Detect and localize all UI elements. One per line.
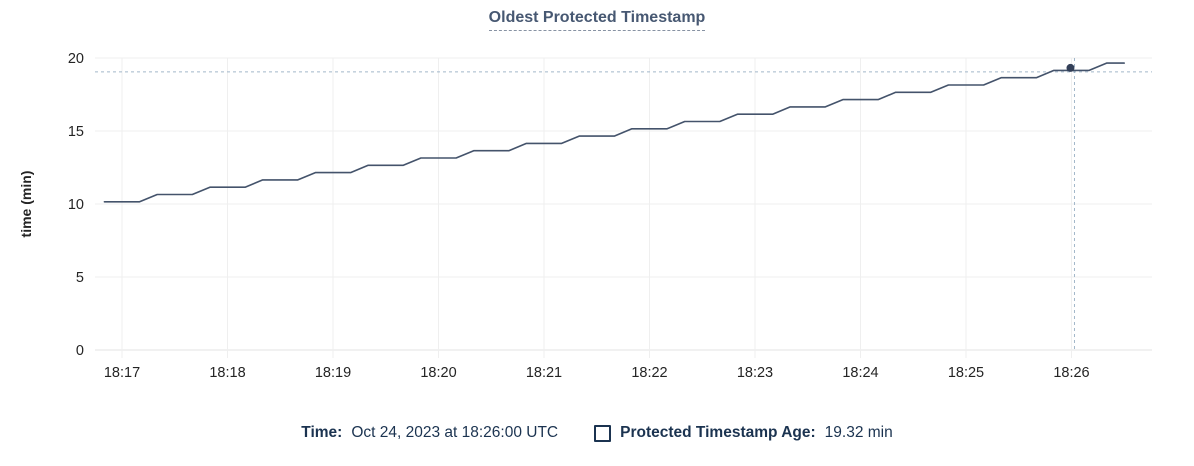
y-axis-label: time (min)	[18, 171, 34, 238]
y-tick-label: 20	[68, 51, 84, 67]
series-legend-group: Protected Timestamp Age: 19.32 min	[594, 424, 893, 442]
series-swatch	[594, 424, 612, 442]
x-tick-label: 18:20	[420, 365, 456, 381]
y-tick-label: 15	[68, 124, 84, 140]
y-tick-label: 5	[76, 270, 84, 286]
x-tick-label: 18:26	[1053, 365, 1089, 381]
x-tick-label: 18:22	[631, 365, 667, 381]
y-tick-label: 10	[68, 197, 84, 213]
hover-time-value: Oct 24, 2023 at 18:26:00 UTC	[351, 424, 559, 441]
chart-canvas[interactable]: 0 5 10 15 20 18:17 18:18 18:19 18:20 18:21 18:22 18…	[0, 0, 1194, 410]
chart-title-row: Oldest Protected Timestamp	[0, 9, 1194, 31]
hover-time-group: Time: Oct 24, 2023 at 18:26:00 UTC	[301, 424, 558, 442]
x-tick-label: 18:21	[526, 365, 562, 381]
hover-legend: Time: Oct 24, 2023 at 18:26:00 UTC Prote…	[0, 424, 1194, 442]
x-tick-label: 18:25	[948, 365, 984, 381]
x-tick-label: 18:24	[842, 365, 878, 381]
series-name-label: Protected Timestamp Age:	[620, 424, 816, 441]
hover-time-label: Time:	[301, 424, 343, 441]
hover-point	[1066, 63, 1075, 72]
x-tick-label: 18:18	[209, 365, 245, 381]
series-line	[103, 62, 1125, 203]
series-hover-value: 19.32 min	[824, 424, 893, 441]
x-tick-label: 18:17	[104, 365, 140, 381]
x-tick-label: 18:23	[737, 365, 773, 381]
y-tick-label: 0	[76, 343, 84, 359]
chart-title[interactable]: Oldest Protected Timestamp	[488, 9, 706, 31]
x-tick-label: 18:19	[315, 365, 351, 381]
